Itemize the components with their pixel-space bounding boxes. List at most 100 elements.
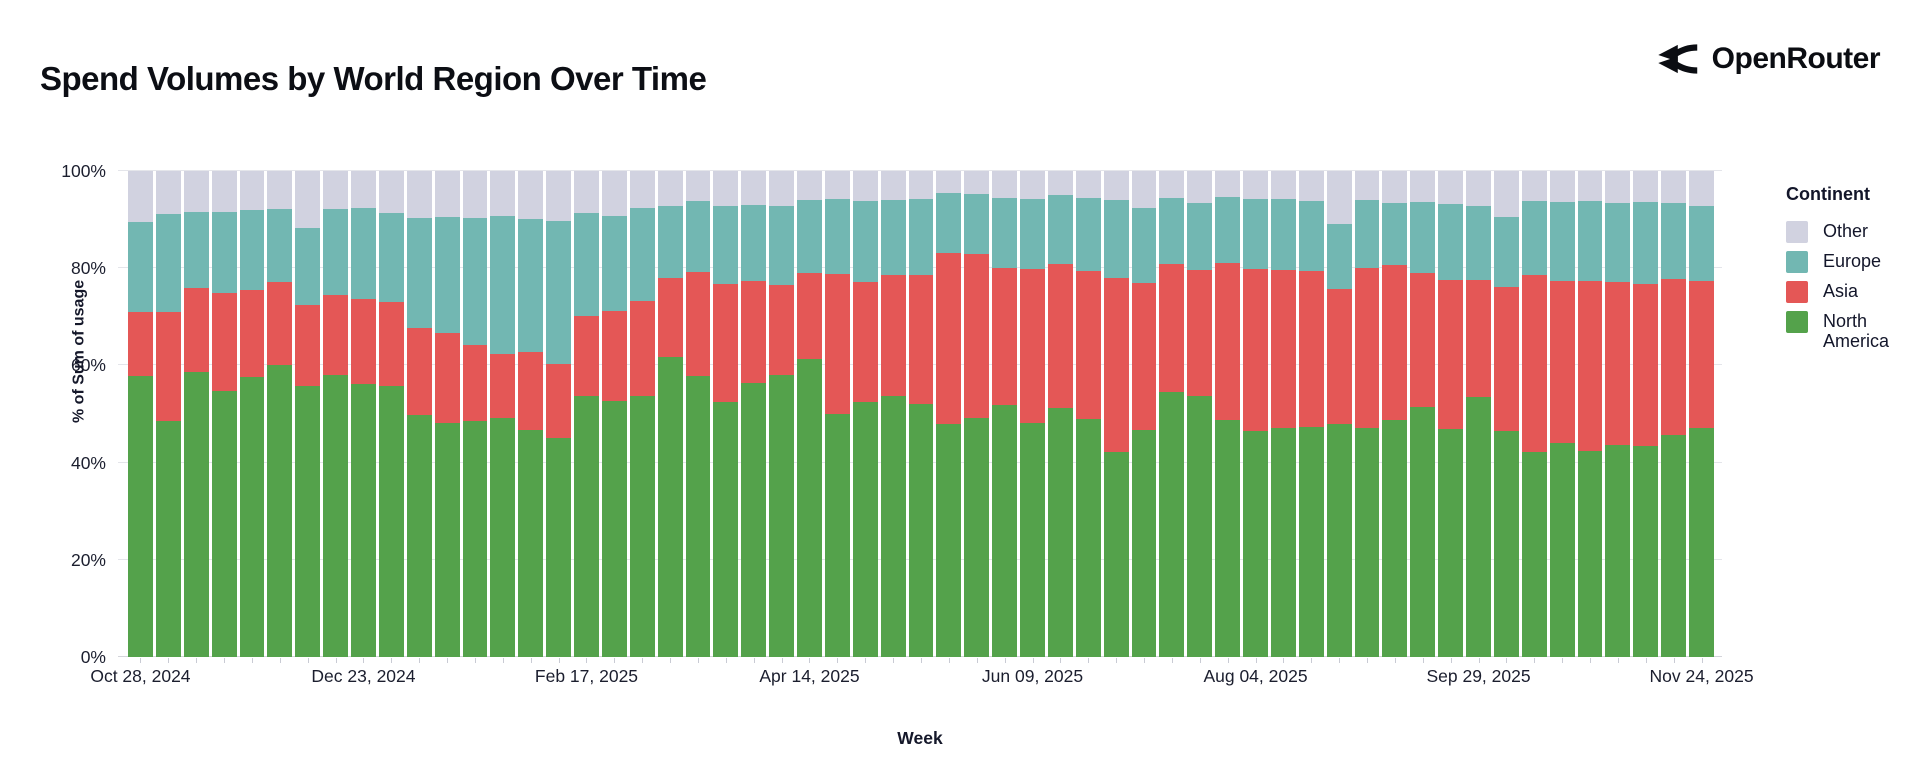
- stacked-bar-mar-03-2025[interactable]: [629, 171, 655, 657]
- stacked-bar-nov-04-2024[interactable]: [155, 171, 181, 657]
- bar-segment-other: [1689, 171, 1714, 206]
- stacked-bar-aug-04-2025[interactable]: [1243, 171, 1268, 657]
- bar-segment-other: [1577, 171, 1603, 202]
- stacked-bar-feb-03-2025[interactable]: [518, 171, 544, 657]
- stacked-bar-jul-07-2025[interactable]: [1131, 171, 1157, 657]
- stacked-bar-nov-25-2024[interactable]: [239, 171, 265, 657]
- x-axis-tick: [697, 658, 699, 663]
- stacked-bar-dec-09-2024[interactable]: [295, 171, 321, 657]
- stacked-bar-may-12-2025[interactable]: [908, 171, 934, 657]
- bar-segment-europe: [490, 216, 516, 355]
- stacked-bar-dec-23-2024[interactable]: [351, 171, 376, 657]
- x-axis-label: Apr 14, 2025: [759, 666, 860, 686]
- bar-segment-asia: [1243, 269, 1268, 432]
- stacked-bar-nov-03-2025[interactable]: [1605, 171, 1631, 657]
- stacked-bar-nov-24-2025[interactable]: [1689, 171, 1714, 657]
- stacked-bar-nov-17-2025[interactable]: [1661, 171, 1686, 657]
- stacked-bar-feb-10-2025[interactable]: [546, 171, 571, 657]
- bar-segment-asia: [1382, 265, 1408, 420]
- bar-segment-asia: [1075, 271, 1101, 420]
- stacked-bar-dec-02-2024[interactable]: [267, 171, 293, 657]
- bar-segment-asia: [1466, 280, 1491, 398]
- bar-segment-other: [1354, 171, 1380, 201]
- bar-segment-europe: [741, 204, 767, 282]
- stacked-bar-mar-24-2025[interactable]: [713, 171, 739, 657]
- stacked-bar-apr-14-2025[interactable]: [797, 171, 822, 657]
- bar-segment-other: [1020, 171, 1045, 199]
- bar-segment-other: [490, 171, 516, 217]
- stacked-bar-oct-13-2025[interactable]: [1521, 171, 1547, 657]
- bar-segment-north-america: [1577, 450, 1603, 657]
- x-axis-tick: [1116, 658, 1118, 663]
- stacked-bar-sep-29-2025[interactable]: [1466, 171, 1491, 657]
- stacked-bar-nov-10-2025[interactable]: [1633, 171, 1659, 657]
- x-axis-tick: [224, 658, 226, 663]
- stacked-bar-jun-09-2025[interactable]: [1020, 171, 1045, 657]
- stacked-bar-oct-06-2025[interactable]: [1493, 171, 1519, 657]
- bar-segment-europe: [1298, 201, 1324, 272]
- stacked-bar-feb-24-2025[interactable]: [601, 171, 627, 657]
- x-axis-tick: [419, 658, 421, 663]
- bar-segment-asia: [992, 267, 1017, 406]
- stacked-bar-jun-02-2025[interactable]: [992, 171, 1017, 657]
- x-axis-tick: [670, 658, 672, 663]
- bar-segment-asia: [685, 272, 711, 376]
- stacked-bar-jan-13-2025[interactable]: [434, 171, 460, 657]
- stacked-bar-apr-28-2025[interactable]: [852, 171, 878, 657]
- stacked-bar-nov-11-2024[interactable]: [183, 171, 209, 657]
- stacked-bar-aug-11-2025[interactable]: [1270, 171, 1296, 657]
- bar-segment-other: [1131, 171, 1157, 209]
- x-axis-tick: [1339, 658, 1341, 663]
- y-axis-label: 40%: [70, 452, 106, 473]
- stacked-bar-oct-27-2025[interactable]: [1577, 171, 1603, 657]
- openrouter-logo[interactable]: OpenRouter: [1653, 36, 1881, 82]
- stacked-bar-dec-16-2024[interactable]: [323, 171, 348, 657]
- stacked-bar-feb-17-2025[interactable]: [574, 171, 599, 657]
- page-title: Spend Volumes by World Region Over Time: [40, 60, 707, 98]
- stacked-bar-dec-30-2024[interactable]: [378, 171, 404, 657]
- bar-segment-europe: [908, 199, 934, 275]
- bar-segment-asia: [351, 299, 376, 385]
- stacked-bar-jul-21-2025[interactable]: [1187, 171, 1213, 657]
- stacked-bar-jan-06-2025[interactable]: [406, 171, 432, 657]
- bar-segment-other: [546, 171, 571, 222]
- stacked-bar-jan-27-2025[interactable]: [490, 171, 516, 657]
- legend-label: North America: [1823, 311, 1890, 352]
- bar-segment-europe: [1549, 201, 1575, 282]
- stacked-bar-sep-22-2025[interactable]: [1438, 171, 1463, 657]
- stacked-bar-mar-31-2025[interactable]: [741, 171, 767, 657]
- stacked-bar-aug-25-2025[interactable]: [1326, 171, 1352, 657]
- bar-segment-asia: [1689, 281, 1714, 428]
- bar-segment-other: [601, 171, 627, 216]
- bar-segment-asia: [797, 272, 822, 360]
- stacked-bar-mar-17-2025[interactable]: [685, 171, 711, 657]
- stacked-bar-oct-28-2024[interactable]: [128, 171, 153, 657]
- x-axis-tick: [1144, 658, 1146, 663]
- stacked-bar-nov-18-2024[interactable]: [211, 171, 237, 657]
- stacked-bar-jun-16-2025[interactable]: [1047, 171, 1073, 657]
- stacked-bar-apr-07-2025[interactable]: [769, 171, 794, 657]
- stacked-bar-mar-10-2025[interactable]: [657, 171, 683, 657]
- bar-segment-other: [824, 171, 850, 199]
- stacked-bar-oct-20-2025[interactable]: [1549, 171, 1575, 657]
- stacked-bar-jun-23-2025[interactable]: [1075, 171, 1101, 657]
- stacked-bar-apr-21-2025[interactable]: [824, 171, 850, 657]
- stacked-bar-jul-14-2025[interactable]: [1159, 171, 1185, 657]
- stacked-bar-may-05-2025[interactable]: [880, 171, 906, 657]
- bar-segment-europe: [211, 211, 237, 293]
- stacked-bar-sep-01-2025[interactable]: [1354, 171, 1380, 657]
- stacked-bar-sep-08-2025[interactable]: [1382, 171, 1408, 657]
- stacked-bar-aug-18-2025[interactable]: [1298, 171, 1324, 657]
- stacked-bar-jan-20-2025[interactable]: [462, 171, 488, 657]
- bar-segment-other: [239, 171, 265, 211]
- x-axis-tick: [1701, 658, 1703, 663]
- stacked-bar-jun-30-2025[interactable]: [1103, 171, 1129, 657]
- stacked-bar-jul-28-2025[interactable]: [1215, 171, 1240, 657]
- bar-segment-north-america: [1521, 452, 1547, 657]
- stacked-bar-may-19-2025[interactable]: [936, 171, 962, 657]
- stacked-bar-may-26-2025[interactable]: [964, 171, 990, 657]
- x-axis-tick: [1478, 658, 1480, 663]
- stacked-bar-sep-15-2025[interactable]: [1410, 171, 1436, 657]
- x-axis-tick: [614, 658, 616, 663]
- bar-segment-europe: [1633, 202, 1659, 284]
